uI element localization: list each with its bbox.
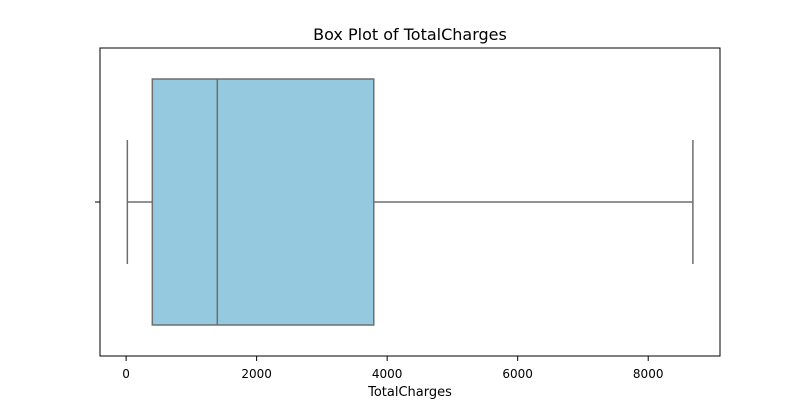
- x-axis: 0 2000 4000 6000 8000: [122, 356, 663, 381]
- x-tick-label: 8000: [633, 367, 664, 381]
- chart-title: Box Plot of TotalCharges: [313, 25, 507, 44]
- x-tick-label: 2000: [241, 367, 272, 381]
- x-tick-label: 0: [122, 367, 130, 381]
- x-axis-label: TotalCharges: [367, 385, 452, 400]
- interquartile-box: [151, 78, 375, 326]
- x-tick-label: 6000: [502, 367, 533, 381]
- x-tick-label: 4000: [372, 367, 403, 381]
- box-plot-series: [126, 78, 694, 326]
